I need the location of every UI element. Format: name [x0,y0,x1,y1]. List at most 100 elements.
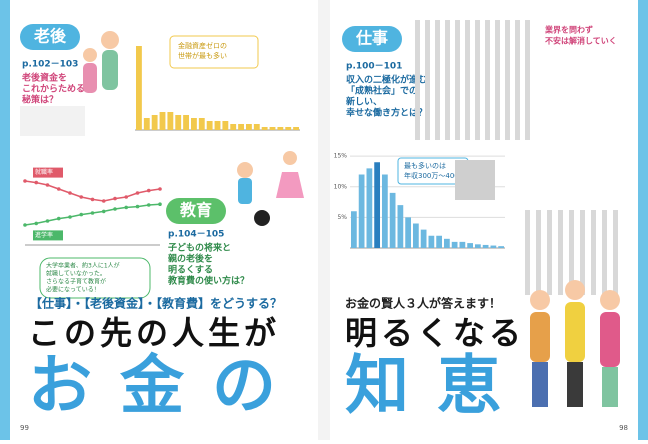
point [124,195,129,199]
bar [467,243,473,248]
bar [428,235,435,248]
edge-stripe [638,0,648,440]
text-column [465,20,470,140]
point [34,221,39,226]
text-column [591,210,596,295]
callout-text: 年収300万～400万円 [404,171,473,180]
illustration [276,172,304,198]
point [158,187,162,191]
head [565,280,585,300]
headline: 明るくなる [345,314,525,352]
point [23,223,27,227]
y-tick-label: 15% [334,153,348,160]
section-title: 老後資金を [21,72,67,84]
text-column [547,210,552,295]
section-title: 秘策は？ [22,94,58,106]
section-title: 幸せな働き方とは？ [346,107,427,119]
caption-block [20,106,85,136]
point [135,191,140,195]
body [600,312,620,367]
point [68,215,72,219]
bar [475,244,481,248]
bar [451,241,458,248]
edge-stripe [0,0,10,440]
callout-text: 必要になっている！ [46,286,100,294]
text-column [475,20,480,140]
point [113,207,117,211]
bar [436,235,442,248]
bar [405,217,411,248]
bar [230,124,237,130]
text-column [435,20,440,140]
section-title: 「成熟社会」での [346,85,418,97]
bar [159,112,166,130]
bar [389,192,396,248]
text-column [455,20,460,140]
point [79,195,84,199]
text-column [525,210,530,295]
bar [151,115,158,130]
illustration [102,50,118,90]
section-title: 収入の二極化が進む [346,74,427,86]
head [600,290,620,310]
callout-text: 世帯が最も多い [178,51,227,60]
illustration [83,63,97,93]
text-column [536,210,541,295]
point [101,199,106,203]
bar [382,174,388,248]
illustration [530,280,620,407]
point [90,211,95,215]
body [530,312,550,362]
lead: 【仕事】・【老後資金】・【教育費】をどうする？ [30,296,282,311]
point [23,179,27,183]
bar [490,245,497,248]
point [113,196,117,201]
callout-text: 大学卒業者、約3人に1人が [46,262,120,270]
bar [444,238,450,248]
bar [183,115,189,130]
legend-label: 進学率 [35,231,53,239]
point [101,209,106,214]
head [530,290,550,310]
point [90,197,95,202]
section-title: 新しい、 [346,96,382,108]
callout [39,257,151,299]
text-column [505,20,510,140]
bar [253,124,260,130]
bar [358,174,365,248]
text-column [495,20,500,140]
point [56,187,61,191]
red-heading: 業界を問わず [544,25,593,35]
badge-text: 老後 [33,27,67,46]
callout-text: さらなる子育て教育が [46,278,106,286]
point [79,212,84,217]
bar [374,162,380,248]
big-headline: お金の [28,350,304,424]
text-column [602,210,607,295]
text-column [580,210,585,295]
page-number: 99 [20,424,29,432]
legs [567,362,583,407]
text-column [485,20,490,140]
bar [459,241,466,248]
text-column [425,20,430,140]
point [158,202,162,206]
bar [351,211,357,248]
bar [222,121,229,130]
body [565,302,585,362]
bar [413,223,419,248]
bar [214,121,221,130]
legs [602,367,618,407]
illustration [83,48,97,62]
callout [169,35,259,69]
bar [366,168,373,248]
bar [277,127,284,130]
illustration [254,210,270,226]
illustration [283,151,297,165]
badge [166,198,226,224]
text-column [613,210,618,295]
point [45,219,50,223]
red-heading: 不安は解消していく [545,36,617,46]
y-tick-label: 5% [337,214,347,221]
